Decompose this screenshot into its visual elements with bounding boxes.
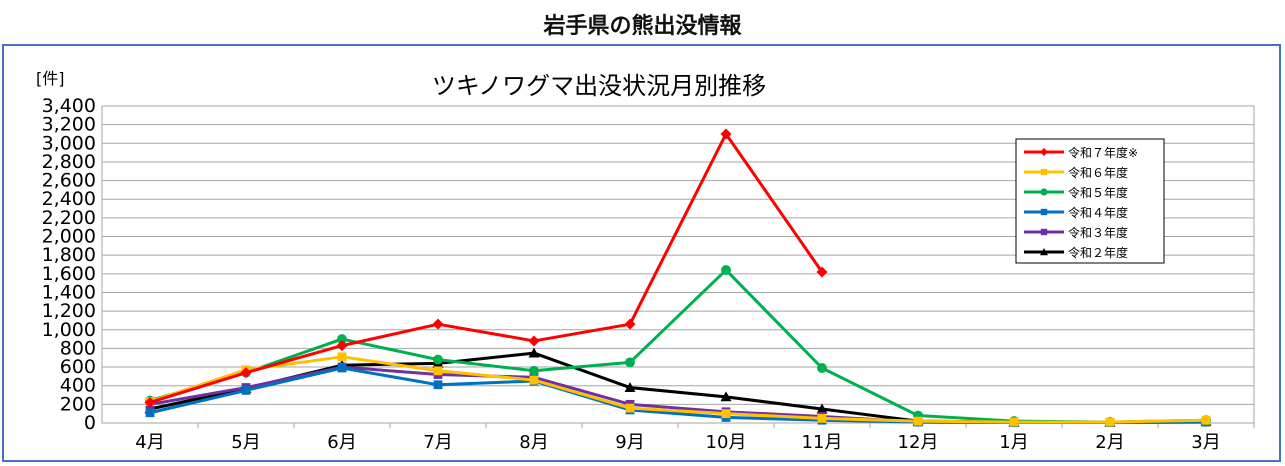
y-axis-label: [件] [36,69,65,88]
chart-title: ツキノワグマ出没状況月別推移 [432,72,766,100]
y-tick-label: 3,400 [42,95,96,117]
data-point [1105,417,1115,427]
legend-box [1015,138,1165,264]
data-point [337,352,347,362]
data-point [144,396,156,408]
legend-item: 令和７年度※ [1024,145,1138,160]
series-line [149,355,1207,424]
line-chart: ツキノワグマ出没状況月別推移 [件] 02004006008001,0001,2… [36,69,1255,453]
data-point [241,385,251,395]
y-tick-label: 2,000 [42,226,96,248]
legend-item: 令和３年度 [1024,225,1128,240]
legend-marker [1040,148,1048,156]
y-tick-label: 400 [60,375,96,397]
y-tick-label: 1,400 [42,281,96,303]
data-point [433,380,443,390]
legend-item: 令和２年度 [1024,245,1128,260]
x-tick-label: 6月 [327,432,356,453]
series-2 [145,352,1211,427]
legend-label: 令和６年度 [1068,165,1128,180]
x-tick-label: 8月 [519,432,548,453]
chart-frame: ツキノワグマ出没状況月別推移 [件] 0 200 400 600 800 1,000 1,2… [2,44,1281,462]
data-point [913,416,923,426]
series-layer [144,128,1212,428]
data-point [625,357,635,368]
y-axis-ticks: 02004006008001,0001,2001,4001,6001,8002,… [42,95,96,434]
data-point [336,340,348,352]
data-point [433,366,443,376]
legend-item: 令和６年度 [1024,165,1128,180]
data-point [432,318,444,330]
legend-label: 令和４年度 [1068,205,1128,220]
data-point [721,409,731,419]
y-tick-label: 600 [60,356,96,378]
x-tick-label: 7月 [423,432,452,453]
legend-label: 令和３年度 [1068,225,1128,240]
y-tick-label: 2,600 [42,170,96,192]
data-point [720,391,732,402]
legend-marker [1040,188,1048,196]
data-point [337,334,347,345]
x-tick-label: 2月 [1095,432,1124,453]
series-line [149,366,1207,425]
y-tick-label: 800 [60,337,96,359]
legend-label: 令和７年度※ [1068,145,1138,160]
data-point [624,382,636,392]
legend-marker [1040,228,1048,236]
legend-item: 令和４年度 [1024,205,1128,220]
page-title: 岩手県の熊出没情報 [543,14,742,39]
legend-marker [1040,248,1048,256]
y-tick-label: 1,200 [42,300,96,322]
data-point [529,365,539,376]
y-tick-label: 200 [60,393,96,415]
data-point [624,318,636,330]
x-tick-label: 4月 [135,432,164,453]
y-tick-label: 3,200 [42,114,96,136]
y-tick-label: 0 [84,412,96,434]
data-point [337,363,347,373]
x-tick-label: 11月 [802,432,843,453]
series-1 [144,128,828,408]
x-tick-label: 1月 [999,432,1028,453]
data-point [1201,415,1211,425]
data-point [433,354,443,365]
legend-marker [1040,208,1048,216]
x-axis-ticks: 4月 5月 6月 7月 8月 9月 10月 11月 12月 1月 2月 3月 [135,423,1255,453]
legend-label: 令和２年度 [1068,245,1128,260]
data-point [528,347,540,358]
data-point [529,375,539,385]
x-tick-label: 10月 [706,432,747,453]
data-point [1009,417,1019,427]
x-tick-label: 5月 [231,432,260,453]
series-line [149,132,824,404]
series-5 [145,362,1211,427]
y-tick-label: 1,800 [42,244,96,266]
data-point [721,265,731,276]
y-tick-label: 1,000 [42,319,96,341]
data-point [528,335,540,347]
data-point [816,403,828,414]
data-point [817,363,827,373]
y-tick-label: 3,000 [42,132,96,154]
data-point [625,403,635,413]
x-tick-label: 12月 [898,432,939,453]
data-point [817,413,827,423]
legend-label: 令和５年度 [1068,185,1128,200]
data-point [816,266,828,278]
data-point [720,128,732,140]
series-3 [145,265,1211,428]
x-tick-label: 3月 [1191,432,1220,453]
y-tick-label: 2,800 [42,151,96,173]
y-tick-label: 2,200 [42,207,96,229]
legend-item: 令和５年度 [1024,185,1128,200]
x-tick-label: 9月 [615,432,644,453]
y-tick-label: 1,600 [42,263,96,285]
data-point [240,367,252,379]
legend-marker [1040,168,1048,176]
data-point [145,408,155,418]
y-tick-label: 2,400 [42,188,96,210]
